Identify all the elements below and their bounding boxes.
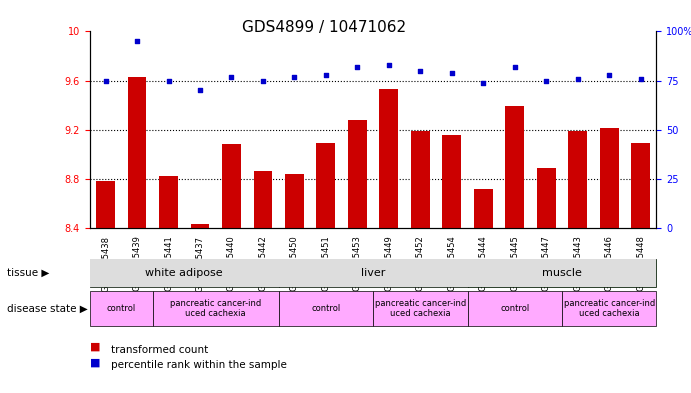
Text: liver: liver xyxy=(361,268,386,278)
Text: ■: ■ xyxy=(90,342,100,352)
Text: control: control xyxy=(500,304,529,313)
Text: disease state ▶: disease state ▶ xyxy=(7,303,88,314)
Bar xyxy=(191,224,209,228)
Point xyxy=(321,72,332,78)
Bar xyxy=(379,89,398,228)
Bar xyxy=(474,189,493,228)
Point xyxy=(415,68,426,74)
Bar xyxy=(600,129,618,228)
Point xyxy=(352,64,363,70)
Bar xyxy=(348,120,367,228)
Text: pancreatic cancer-ind
uced cachexia: pancreatic cancer-ind uced cachexia xyxy=(170,299,261,318)
Bar xyxy=(568,131,587,228)
Point xyxy=(635,75,646,82)
Bar xyxy=(442,134,462,228)
Point xyxy=(604,72,615,78)
Text: pancreatic cancer-ind
uced cachexia: pancreatic cancer-ind uced cachexia xyxy=(564,299,655,318)
Bar xyxy=(537,168,556,228)
Bar xyxy=(254,171,272,228)
Bar xyxy=(411,131,430,228)
Text: control: control xyxy=(106,304,136,313)
Point xyxy=(289,73,300,80)
Text: percentile rank within the sample: percentile rank within the sample xyxy=(111,360,287,371)
Text: GDS4899 / 10471062: GDS4899 / 10471062 xyxy=(242,20,406,35)
Text: white adipose: white adipose xyxy=(145,268,223,278)
Text: control: control xyxy=(312,304,341,313)
Text: pancreatic cancer-ind
uced cachexia: pancreatic cancer-ind uced cachexia xyxy=(375,299,466,318)
Text: transformed count: transformed count xyxy=(111,345,208,355)
Bar xyxy=(316,143,335,228)
Text: tissue ▶: tissue ▶ xyxy=(7,268,49,278)
Bar xyxy=(159,176,178,228)
Bar xyxy=(285,174,304,228)
Point xyxy=(446,70,457,76)
Point xyxy=(477,79,489,86)
Point xyxy=(194,87,205,94)
Bar xyxy=(632,143,650,228)
Point xyxy=(100,77,111,84)
Bar xyxy=(222,144,241,228)
Bar xyxy=(128,77,146,228)
Bar xyxy=(505,107,524,228)
Point xyxy=(384,62,395,68)
Point xyxy=(226,73,237,80)
Point xyxy=(509,64,520,70)
Point xyxy=(163,77,174,84)
Point xyxy=(131,38,142,44)
Text: muscle: muscle xyxy=(542,268,582,278)
Point xyxy=(572,75,583,82)
Point xyxy=(258,77,269,84)
Text: ■: ■ xyxy=(90,358,100,367)
Bar xyxy=(96,181,115,228)
Point xyxy=(541,77,552,84)
